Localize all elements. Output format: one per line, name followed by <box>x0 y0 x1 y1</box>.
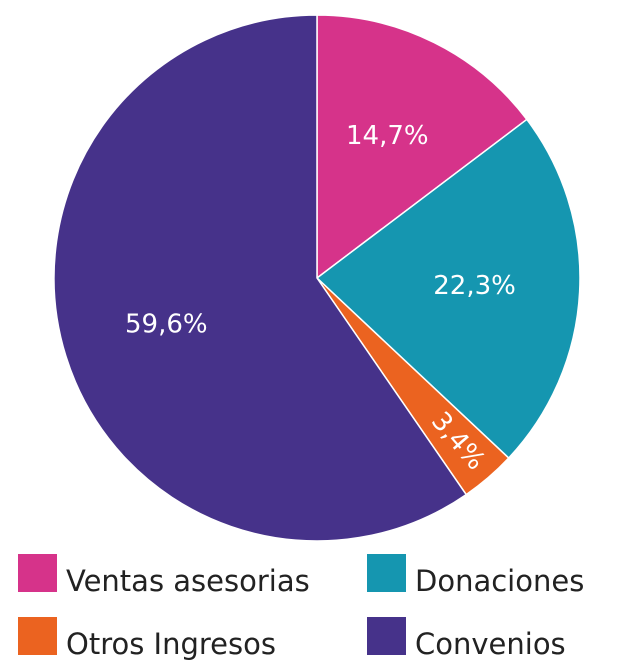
pie-slice <box>53 14 468 542</box>
slice-label: 22,3% <box>433 271 516 301</box>
legend-swatch <box>18 617 57 655</box>
pie-slice <box>315 118 581 460</box>
legend-swatch <box>367 617 406 655</box>
legend-swatch <box>18 554 57 592</box>
slice-label: 14,7% <box>346 121 429 151</box>
legend-label: Convenios <box>415 627 566 661</box>
legend-swatch <box>367 554 406 592</box>
slice-label: 59,6% <box>125 309 208 339</box>
legend-label: Donaciones <box>415 564 584 598</box>
legend-label: Ventas asesorias <box>66 564 310 598</box>
pie-slice <box>316 14 528 280</box>
legend-label: Otros Ingresos <box>66 627 276 661</box>
